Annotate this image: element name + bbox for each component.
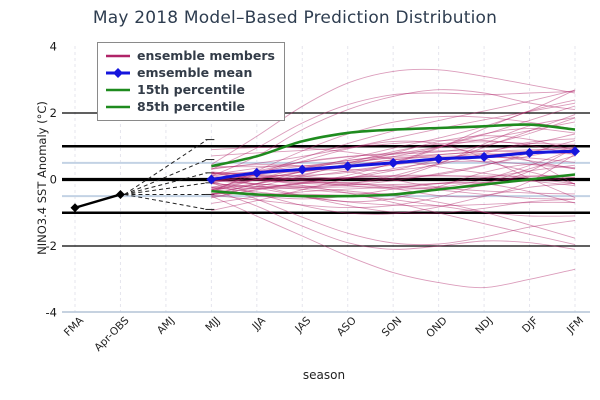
legend-swatch-icon [106,67,130,78]
x-axis-label: season [302,368,346,382]
ensemble-member-line [211,148,576,190]
legend-item-label: emsemble mean [137,65,253,80]
legend-item-label: 15th percentile [137,82,246,97]
ensemble-member-line [211,117,576,183]
ensemble-mean-marker [206,174,217,185]
ensemble-member-line [211,182,576,214]
y-tick-label: -4 [46,306,57,320]
x-tick-label-JAS: JAS [292,314,313,335]
ensemble-member-line [211,174,576,182]
x-tick-label-JJA: JJA [249,314,268,333]
x-tick-label-SON: SON [380,315,405,340]
ensemble-member-line [211,117,576,184]
ensemble-member-line [211,114,576,188]
ensemble-member-line [211,172,576,246]
legend-swatch-icon [106,54,130,57]
ensemble-member-line [211,89,576,196]
legend-item-label: 85th percentile [137,99,246,114]
ensemble-member-line [211,195,576,289]
fan-line [124,139,208,195]
legend-item: emsemble mean [105,64,275,81]
chart-title: May 2018 Model–Based Prediction Distribu… [92,8,498,28]
ensemble-member-line [211,102,576,170]
y-tick-label: 0 [50,173,57,187]
ensemble-member-line [211,141,576,196]
ensemble-member-line [211,160,576,212]
x-tick-label-FMA: FMA [62,314,87,339]
legend: ensemble members emsemble mean 15th percen… [97,42,285,121]
ensemble-mean-marker [297,164,308,175]
ensemble-member-line [211,68,576,165]
ensemble-member-line [211,177,576,195]
ensemble-member-line [211,133,576,193]
ensemble-mean-marker [524,147,535,158]
ensemble-member-line [211,187,576,207]
ensemble-member-line [211,182,576,246]
ensemble-member-line [211,153,576,198]
legend-item: 15th percentile [105,81,275,98]
ensemble-member-line [211,153,576,185]
y-tick-label: 2 [50,106,57,120]
ensemble-mean-marker [570,146,580,157]
y-tick-label: -2 [46,239,57,253]
observed-marker [115,189,125,199]
ensemble-member-line [211,186,576,200]
ensemble-mean-marker [388,157,399,168]
ensemble-member-line [211,138,576,171]
ensemble-mean-marker [433,153,444,164]
ensemble-mean-marker [251,167,262,178]
legend-swatch-icon [106,105,130,108]
x-tick-label-JFM: JFM [564,315,586,337]
ensemble-mean-marker [479,151,490,162]
ensemble-member-line [211,140,576,180]
x-tick-label-ASO: ASO [335,315,359,339]
ensemble-member-line [211,115,576,193]
fan-line [124,193,208,210]
ensemble-member-line [211,89,576,177]
legend-item: ensemble members [105,47,275,64]
ensemble-mean-marker [342,161,353,172]
x-tick-label-AMJ: AMJ [155,315,177,337]
x-tick-label-NDJ: NDJ [473,315,495,337]
ensemble-member-line [211,89,576,191]
y-tick-label: 4 [50,40,57,54]
ensemble-member-line [211,189,576,250]
ensemble-member-line [211,182,576,204]
x-tick-label-OND: OND [424,315,450,341]
percentile-85-line [211,123,576,168]
ensemble-member-line [211,150,576,175]
x-tick-label-Apr-OBS: Apr-OBS [92,314,131,353]
observed-marker [70,203,80,213]
ensemble-member-line [211,147,576,187]
fan-line [124,172,208,195]
percentile-15-line [211,173,576,198]
x-tick-label-MJJ: MJJ [203,315,222,334]
observed-line [74,193,121,209]
x-tick-label-DJF: DJF [520,315,541,336]
ensemble-member-line [211,155,576,209]
ensemble-member-line [211,181,576,215]
ensemble-member-line [211,163,576,203]
legend-item: 85th percentile [105,98,275,115]
fan-line [124,159,208,195]
legend-swatch-icon [106,88,130,91]
legend-item-label: ensemble members [137,48,275,63]
ensemble-member-line [211,121,576,177]
ensemble-member-line [211,90,576,170]
